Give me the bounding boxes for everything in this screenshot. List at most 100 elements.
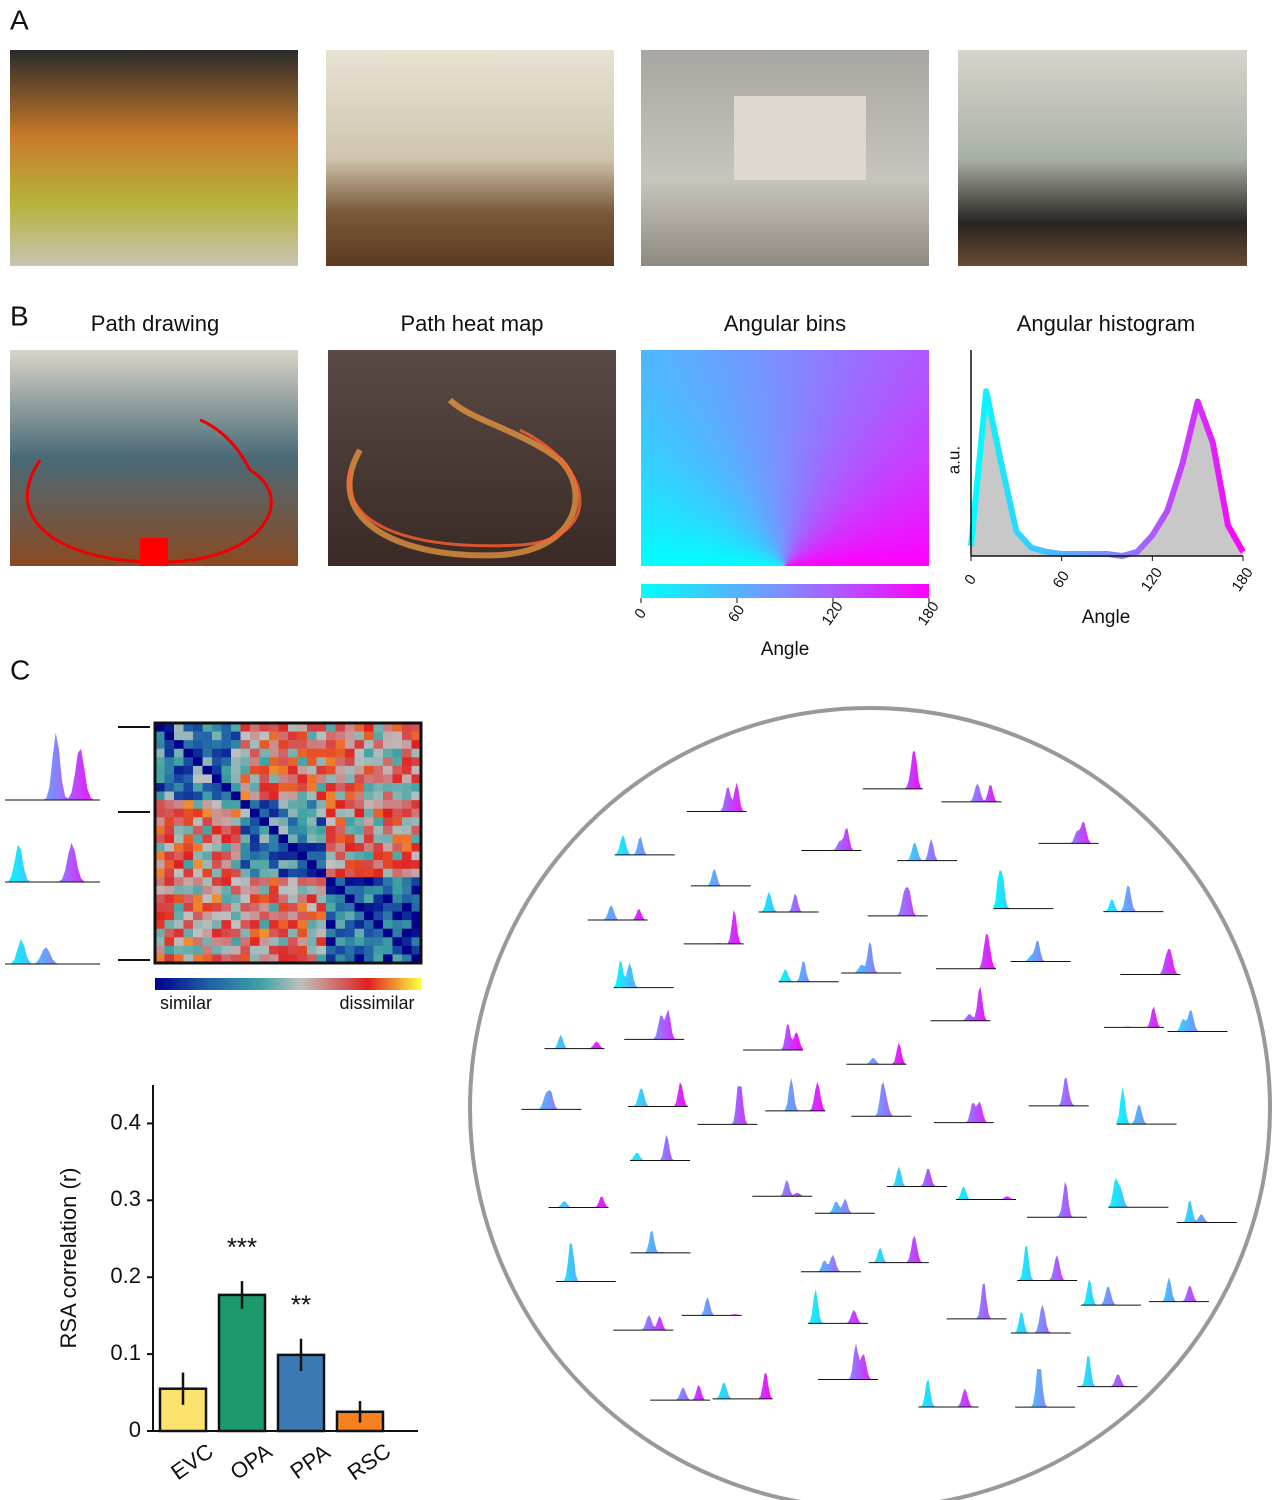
rdm-cell <box>250 732 260 741</box>
rdm-cell <box>260 749 270 758</box>
rdm-cell <box>326 877 336 886</box>
rdm-cell <box>336 852 346 861</box>
rdm-cell <box>317 749 327 758</box>
mini-histogram <box>918 1379 978 1407</box>
rdm-cell <box>241 809 251 818</box>
rdm-cell <box>165 929 175 938</box>
rdm-cell <box>288 886 298 895</box>
rdm-cell <box>383 740 393 749</box>
rdm-cell <box>364 920 374 929</box>
mini-histogram <box>630 1135 690 1161</box>
rdm-cell <box>317 946 327 955</box>
rdm-cell <box>336 826 346 835</box>
rdm-cell <box>250 809 260 818</box>
rdm-cell <box>279 817 289 826</box>
rdm-cell <box>317 877 327 886</box>
mini-histogram <box>1017 1246 1077 1280</box>
rdm-cell <box>374 749 384 758</box>
rdm-cell <box>374 809 384 818</box>
rdm-cell <box>288 894 298 903</box>
rdm-cell <box>336 800 346 809</box>
rdm-cell <box>241 843 251 852</box>
x-tick-label: 120 <box>818 599 846 629</box>
rdm-cell <box>326 732 336 741</box>
rdm-cell <box>336 766 346 775</box>
rdm-cell <box>165 852 175 861</box>
rdm-cell <box>222 792 232 801</box>
mini-histogram <box>808 1289 868 1323</box>
rdm-cell <box>184 937 194 946</box>
rdm-cell <box>279 869 289 878</box>
rdm-cell <box>260 740 270 749</box>
rdm-cell <box>402 732 412 741</box>
mini-histogram <box>818 1343 878 1379</box>
rdm-cell <box>241 852 251 861</box>
rdm-cell <box>184 860 194 869</box>
rdm-cell <box>260 809 270 818</box>
rdm-cell <box>355 946 365 955</box>
rdm-cell <box>193 757 203 766</box>
rdm-cell <box>174 912 184 921</box>
rdm-cell <box>336 792 346 801</box>
rdm-cell <box>269 809 279 818</box>
rdm-cell <box>184 826 194 835</box>
rdm-cell <box>364 740 374 749</box>
rdm-cell <box>326 912 336 921</box>
rdm-cell <box>165 800 175 809</box>
rdm-cell <box>269 852 279 861</box>
rdm-cell <box>165 903 175 912</box>
rdm-cell <box>317 757 327 766</box>
rdm-cell <box>364 757 374 766</box>
rdm-cell <box>184 757 194 766</box>
rdm-colorbar <box>155 978 421 990</box>
x-axis-label: Angle <box>761 639 810 660</box>
rdm-cell <box>288 852 298 861</box>
rdm-cell <box>260 852 270 861</box>
rdm-cell <box>260 920 270 929</box>
rdm-cell <box>241 740 251 749</box>
rdm-cell <box>165 860 175 869</box>
rdm-cell <box>250 946 260 955</box>
rdm-cell <box>326 869 336 878</box>
rdm-cell <box>383 783 393 792</box>
rdm-cell <box>298 774 308 783</box>
rdm-cell <box>374 894 384 903</box>
rdm-cell <box>345 817 355 826</box>
rdm-cell <box>345 903 355 912</box>
rdm-cell <box>231 766 241 775</box>
rdm-cell <box>174 792 184 801</box>
rdm-cell <box>345 792 355 801</box>
rdm-cell <box>355 817 365 826</box>
rdm-cell <box>374 886 384 895</box>
mini-histogram <box>628 1082 688 1106</box>
rdm-cell <box>212 843 222 852</box>
rdm-cell <box>241 860 251 869</box>
mini-histogram <box>941 783 1001 802</box>
rdm-cell <box>326 843 336 852</box>
rdm-cell <box>298 843 308 852</box>
mini-histogram <box>815 1199 875 1214</box>
rdm-cell <box>241 912 251 921</box>
rdm-cell <box>241 749 251 758</box>
mini-histogram <box>521 1090 581 1109</box>
rdm-cell <box>184 792 194 801</box>
rdm-cell <box>307 929 317 938</box>
rdm-cell <box>174 843 184 852</box>
rdm-cell <box>317 920 327 929</box>
rdm-cell <box>174 929 184 938</box>
rdm-cell <box>317 834 327 843</box>
rdm-cell <box>260 792 270 801</box>
mini-histogram <box>624 1009 684 1039</box>
x-tick-label: 180 <box>914 599 942 629</box>
rdm-cell <box>317 912 327 921</box>
rdm-cell <box>364 809 374 818</box>
rdm-cell <box>402 852 412 861</box>
rdm-cell <box>269 843 279 852</box>
rdm-cell <box>241 946 251 955</box>
rdm-cell <box>231 929 241 938</box>
rdm-cell <box>174 877 184 886</box>
rdm-cell <box>269 903 279 912</box>
rdm-cell <box>184 929 194 938</box>
mini-histogram <box>887 1167 947 1187</box>
rdm-cell <box>336 749 346 758</box>
